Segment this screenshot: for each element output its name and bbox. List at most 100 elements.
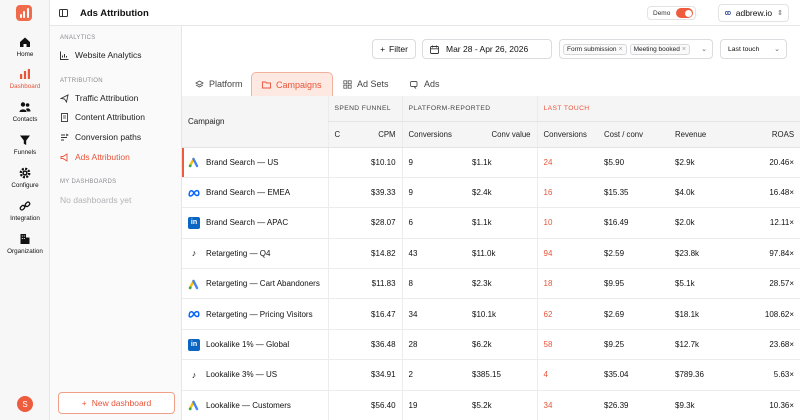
- nav-rail: Home Dashboard Contacts Funnels Configur…: [0, 0, 50, 420]
- rail-label: Integration: [10, 215, 40, 222]
- campaign-name: Lookalike — Customers: [206, 400, 291, 410]
- site-name: adbrew.io: [735, 8, 773, 18]
- campaign-cell[interactable]: ♪ Retargeting — Q4: [182, 238, 328, 270]
- rail-item-configure[interactable]: Configure: [0, 167, 50, 189]
- new-dashboard-button[interactable]: + New dashboard: [58, 392, 175, 414]
- tab-ad-sets[interactable]: Ad Sets: [333, 72, 399, 96]
- table-row[interactable]: Retargeting — Cart Abandoners $11.83 8 $2.3…: [182, 268, 800, 300]
- table-row[interactable]: ♪ Lookalike 3% — US $34.91 2 $385.15 4 $35.04 $…: [182, 359, 800, 391]
- funnel-icon: [20, 135, 30, 145]
- rail-item-integration[interactable]: Integration: [0, 200, 50, 222]
- empty-dashboards-text: No dashboards yet: [60, 195, 132, 205]
- tab-platform[interactable]: Platform: [185, 72, 253, 96]
- google-ads-icon: [188, 278, 200, 290]
- google-ads-icon: [188, 156, 200, 168]
- filter-button[interactable]: + Filter: [372, 39, 416, 59]
- sidebar-toggle-icon[interactable]: [59, 9, 68, 17]
- rail-label: Contacts: [12, 116, 38, 123]
- platform-conversions-cell: 43: [401, 238, 467, 270]
- folder-icon: [262, 81, 271, 89]
- column-header[interactable]: Revenue: [669, 121, 736, 148]
- column-header[interactable]: Cost / conv: [598, 121, 670, 148]
- date-range-picker[interactable]: Mar 28 - Apr 26, 2026: [422, 39, 552, 59]
- cpm-cell: $36.48: [345, 329, 403, 361]
- table-row[interactable]: Brand Search — US $10.10 9 $1.1k 24 $5.90 $2.9…: [182, 147, 800, 178]
- cpm-cell: $16.47: [345, 298, 403, 330]
- campaign-cell[interactable]: Retargeting — Pricing Visitors: [182, 298, 328, 330]
- cpm-cell: $11.83: [345, 268, 403, 300]
- table-row[interactable]: Brand Search — EMEA $39.33 9 $2.4k 16 $15.35 $…: [182, 177, 800, 209]
- demo-toggle[interactable]: Demo: [647, 6, 696, 20]
- sidebar-item-traffic-attribution[interactable]: Traffic Attribution: [60, 93, 138, 103]
- attribution-model-select[interactable]: Last touch ⌄: [720, 39, 787, 59]
- meta-ads-icon: [188, 308, 200, 320]
- campaign-cell[interactable]: Brand Search — EMEA: [182, 177, 328, 209]
- site-selector[interactable]: adbrew.io ⇕: [718, 4, 789, 22]
- campaign-cell[interactable]: Retargeting — Cart Abandoners: [182, 268, 328, 300]
- sidebar-label: Traffic Attribution: [75, 93, 139, 103]
- remove-icon[interactable]: ×: [681, 45, 686, 53]
- rail-item-organization[interactable]: Organization: [0, 233, 50, 255]
- last-touch-conversions-cell: 34: [536, 390, 599, 420]
- path-icon: [61, 133, 69, 140]
- sidebar-item-conversion-paths[interactable]: Conversion paths: [60, 132, 141, 142]
- platform-conversions-cell: 34: [401, 298, 467, 330]
- tab-campaigns[interactable]: Campaigns: [251, 72, 333, 96]
- table-row[interactable]: in Brand Search — APAC $28.07 6 $1.1k 10 $16.4…: [182, 207, 800, 239]
- layers-icon: [195, 79, 204, 88]
- table-row[interactable]: Retargeting — Pricing Visitors $16.47 34 $1…: [182, 298, 800, 330]
- c-cell: [327, 238, 345, 270]
- bar-chart-icon: [20, 69, 30, 79]
- rail-item-home[interactable]: Home: [0, 36, 50, 58]
- sidebar-item-content-attribution[interactable]: Content Attribution: [60, 112, 145, 122]
- conversion-events-select[interactable]: Form submission × Meeting booked × ⌄: [559, 39, 713, 59]
- conv-value-cell: $5.2k: [466, 390, 538, 420]
- roas-cell: 5.63×: [735, 359, 800, 391]
- linkedin-icon: in: [188, 216, 200, 229]
- sidebar-item-website-analytics[interactable]: Website Analytics: [60, 50, 141, 60]
- campaign-cell[interactable]: Lookalike — Customers: [182, 390, 328, 420]
- cost-per-conv-cell: $15.35: [598, 177, 670, 209]
- campaign-cell[interactable]: ♪ Lookalike 3% — US: [182, 359, 328, 391]
- rail-item-dashboard[interactable]: Dashboard: [0, 68, 50, 90]
- ad-icon: [410, 80, 418, 89]
- top-bar: Ads Attribution Demo adbrew.io ⇕: [50, 0, 800, 26]
- column-header[interactable]: Conversions: [536, 121, 599, 148]
- last-touch-conversions-cell: 62: [536, 298, 599, 330]
- tab-ads[interactable]: Ads: [400, 72, 450, 96]
- rail-item-contacts[interactable]: Contacts: [0, 101, 50, 123]
- event-chip[interactable]: Meeting booked ×: [629, 43, 690, 55]
- campaign-column-header[interactable]: Campaign: [182, 96, 328, 148]
- table-row[interactable]: ♪ Retargeting — Q4 $14.82 43 $11.0k 94 $2.59 $2…: [182, 238, 800, 270]
- user-avatar[interactable]: S: [17, 396, 33, 412]
- conv-value-cell: $10.1k: [466, 298, 538, 330]
- cpm-cell: $56.40: [345, 390, 403, 420]
- calendar-icon: [430, 45, 439, 54]
- sidebar-item-ads-attribution[interactable]: Ads Attribution: [60, 152, 130, 162]
- cost-per-conv-cell: $16.49: [598, 207, 670, 239]
- campaign-cell[interactable]: Brand Search — US: [182, 147, 328, 178]
- table-row[interactable]: Lookalike — Customers $56.40 19 $5.2k 34 $26.…: [182, 390, 800, 420]
- table-row[interactable]: in Lookalike 1% — Global $36.48 28 $6.2k 58 $9…: [182, 329, 800, 361]
- remove-icon[interactable]: ×: [618, 45, 623, 53]
- conv-value-cell: $2.4k: [466, 177, 538, 209]
- tab-label: Campaigns: [276, 79, 322, 90]
- c-cell: [327, 298, 345, 330]
- column-header[interactable]: Conv value: [466, 121, 538, 148]
- event-chip[interactable]: Form submission ×: [563, 43, 627, 55]
- users-icon: [19, 102, 31, 112]
- campaign-cell[interactable]: in Brand Search — APAC: [182, 207, 328, 239]
- platform-conversions-cell: 19: [401, 390, 467, 420]
- demo-switch[interactable]: [676, 8, 694, 18]
- column-header[interactable]: C: [327, 121, 345, 148]
- tab-label: Platform: [209, 79, 243, 89]
- cpm-cell: $10.10: [345, 147, 403, 178]
- app-logo-icon[interactable]: [16, 5, 32, 21]
- campaign-cell[interactable]: in Lookalike 1% — Global: [182, 329, 328, 361]
- chevron-down-icon: ⌄: [701, 46, 707, 53]
- rail-item-funnels[interactable]: Funnels: [0, 134, 50, 156]
- column-header[interactable]: Conversions: [401, 121, 467, 148]
- column-header[interactable]: ROAS: [735, 121, 800, 148]
- traffic-icon: [60, 93, 69, 103]
- column-header[interactable]: CPM: [345, 121, 403, 148]
